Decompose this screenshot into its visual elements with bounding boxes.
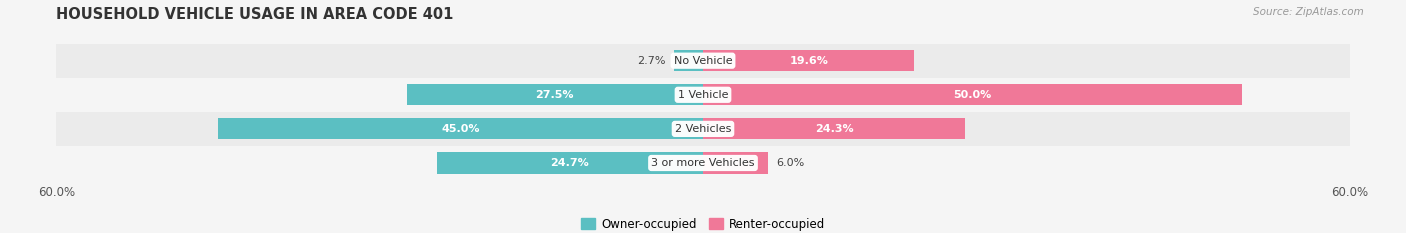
Text: 45.0%: 45.0% — [441, 124, 479, 134]
Bar — [56, 78, 1350, 112]
Text: 2.7%: 2.7% — [637, 56, 665, 66]
Bar — [703, 152, 768, 174]
Text: 1 Vehicle: 1 Vehicle — [678, 90, 728, 100]
Bar — [673, 50, 703, 71]
Bar — [437, 152, 703, 174]
Bar — [56, 112, 1350, 146]
Text: 6.0%: 6.0% — [776, 158, 804, 168]
Text: 50.0%: 50.0% — [953, 90, 991, 100]
Bar — [703, 84, 1241, 105]
Text: 19.6%: 19.6% — [789, 56, 828, 66]
Bar — [703, 118, 965, 140]
Text: No Vehicle: No Vehicle — [673, 56, 733, 66]
Text: 27.5%: 27.5% — [536, 90, 574, 100]
Bar — [56, 146, 1350, 180]
Legend: Owner-occupied, Renter-occupied: Owner-occupied, Renter-occupied — [576, 213, 830, 233]
Text: 24.3%: 24.3% — [814, 124, 853, 134]
Bar — [218, 118, 703, 140]
Text: 2 Vehicles: 2 Vehicles — [675, 124, 731, 134]
Text: 24.7%: 24.7% — [551, 158, 589, 168]
Text: HOUSEHOLD VEHICLE USAGE IN AREA CODE 401: HOUSEHOLD VEHICLE USAGE IN AREA CODE 401 — [56, 7, 454, 22]
Text: 3 or more Vehicles: 3 or more Vehicles — [651, 158, 755, 168]
Bar — [406, 84, 703, 105]
Bar — [703, 50, 914, 71]
Text: Source: ZipAtlas.com: Source: ZipAtlas.com — [1253, 7, 1364, 17]
Bar — [56, 44, 1350, 78]
